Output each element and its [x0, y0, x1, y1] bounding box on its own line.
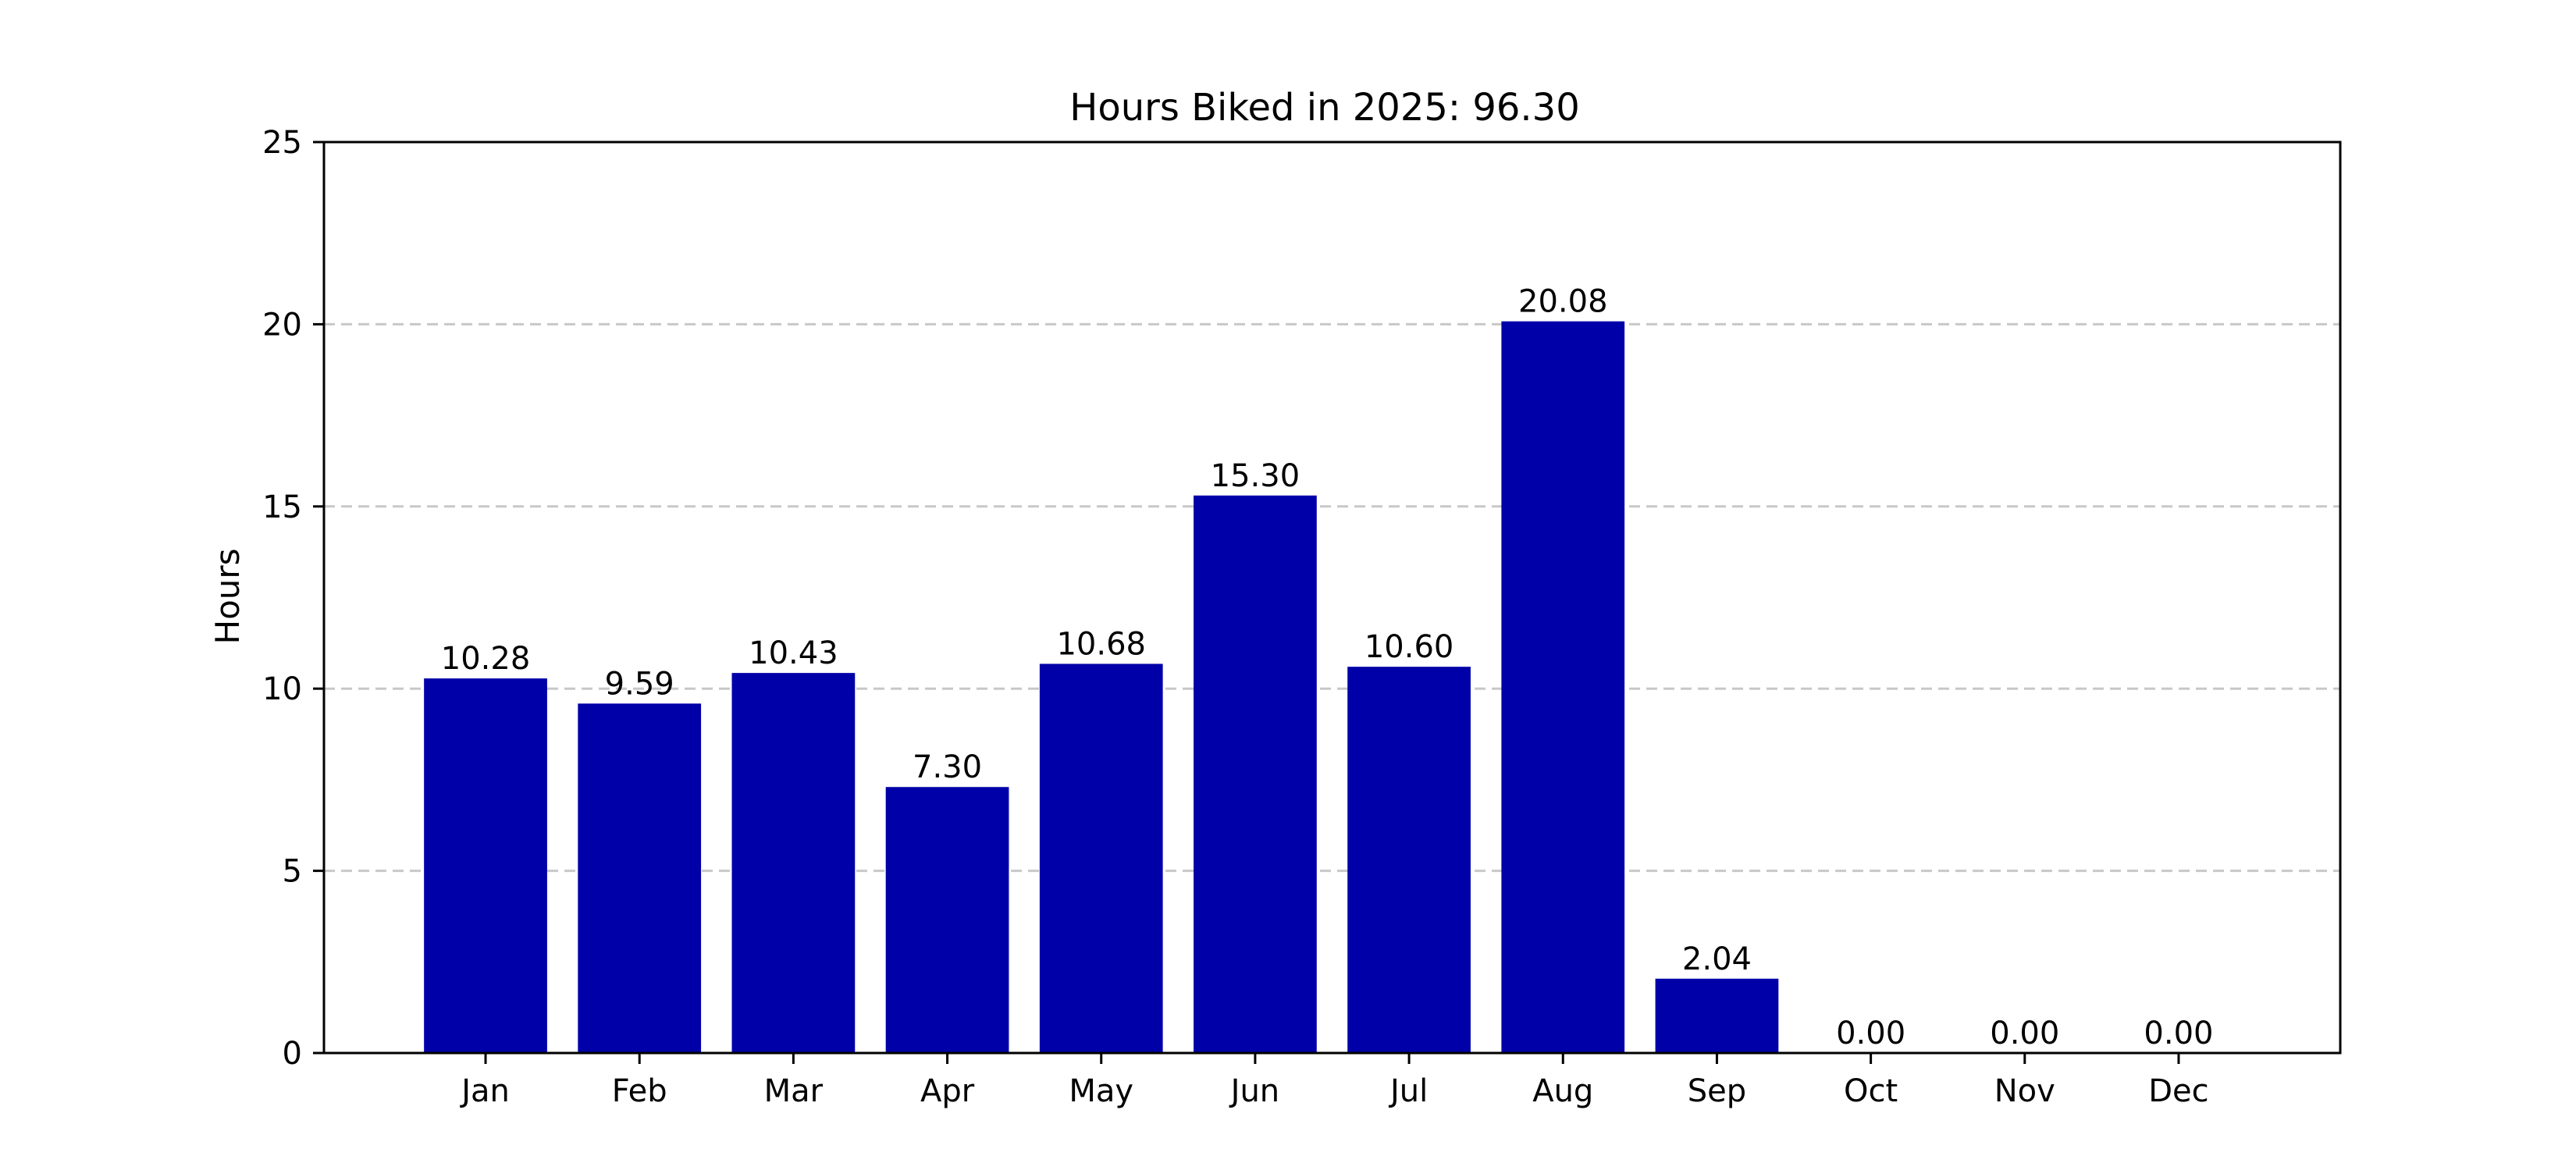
y-tick-label: 5	[283, 854, 302, 890]
x-tick-label-mar: Mar	[764, 1073, 824, 1109]
plot-frame	[322, 141, 2342, 1055]
x-tick-label-apr: Apr	[920, 1073, 975, 1109]
bar-feb	[578, 703, 702, 1053]
bar-may	[1039, 663, 1163, 1053]
x-axis-ticks: Jan Feb Mar Apr May Jun Jul Aug Sep Oct Nov Dec	[459, 1053, 2209, 1109]
x-tick-label-dec: Dec	[2148, 1073, 2208, 1109]
data-label-oct: 0.00	[1836, 1016, 1905, 1051]
x-tick-label-nov: Nov	[1994, 1073, 2055, 1109]
y-axis-ticks: 0 5 10 15 20 25	[262, 125, 324, 1072]
bar-aug	[1501, 321, 1625, 1053]
data-labels: 10.28 9.59 10.43 7.30 10.68 15.30 10.60 20.08 2.…	[441, 284, 2214, 1051]
x-tick-label-oct: Oct	[1844, 1073, 1898, 1109]
x-tick-label-jun: Jun	[1229, 1073, 1280, 1109]
data-label-dec: 0.00	[2144, 1016, 2213, 1051]
data-label-nov: 0.00	[1990, 1016, 2059, 1051]
bar-jun	[1194, 495, 1317, 1053]
x-tick-label-feb: Feb	[612, 1073, 667, 1109]
chart-title: Hours Biked in 2025: 96.30	[1069, 86, 1580, 130]
y-tick-label: 20	[262, 307, 302, 343]
bar-mar	[731, 673, 856, 1053]
bars	[424, 321, 1779, 1053]
bar-sep	[1655, 978, 1779, 1053]
x-tick-label-sep: Sep	[1688, 1073, 1746, 1109]
x-tick-label-jan: Jan	[459, 1073, 510, 1109]
y-tick-label: 15	[262, 489, 302, 525]
data-label-jul: 10.60	[1364, 629, 1454, 665]
bar-jul	[1347, 667, 1471, 1053]
y-axis-label: Hours	[208, 548, 247, 644]
data-label-jun: 15.30	[1211, 458, 1300, 494]
y-tick-label: 10	[262, 671, 302, 707]
data-label-apr: 7.30	[913, 749, 982, 785]
y-tick-label: 25	[262, 125, 302, 161]
y-tick-label: 0	[283, 1036, 302, 1072]
data-label-may: 10.68	[1056, 626, 1146, 662]
bar-apr	[885, 787, 1009, 1053]
data-label-mar: 10.43	[749, 635, 838, 671]
data-label-aug: 20.08	[1518, 284, 1608, 320]
x-tick-label-jul: Jul	[1388, 1073, 1428, 1109]
data-label-feb: 9.59	[605, 666, 674, 702]
bar-jan	[424, 678, 547, 1053]
data-label-sep: 2.04	[1682, 941, 1752, 977]
data-label-jan: 10.28	[441, 641, 531, 677]
x-tick-label-may: May	[1069, 1073, 1133, 1109]
x-tick-label-aug: Aug	[1532, 1073, 1593, 1109]
